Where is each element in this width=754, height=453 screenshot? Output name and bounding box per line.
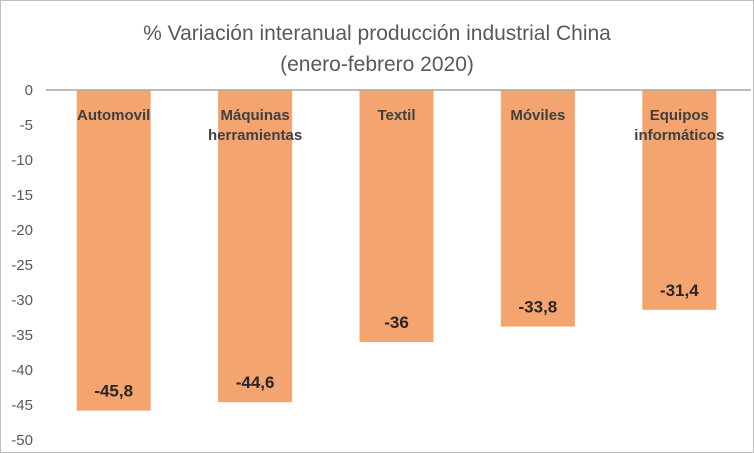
value-label: -44,6 [236,373,275,392]
bar [218,90,293,403]
chart-title: % Variación interanual producción indust… [143,22,611,45]
y-tick-label: -35 [11,327,33,344]
value-label: -33,8 [519,298,558,317]
category-labels: Automovil Máquinas herramientas Textil Móvil… [77,107,724,144]
value-label: -31,4 [660,281,699,300]
y-tick-label: -25 [11,257,33,274]
bar [76,90,151,411]
y-tick-label: -5 [20,117,33,134]
y-axis: 0 -5 -10 -15 -20 -25 -30 -35 -40 -45 -50 [11,82,751,449]
category-label: Equipos informáticos [634,107,724,144]
y-tick-label: -30 [11,292,33,309]
y-tick-label: 0 [25,82,33,99]
value-labels: -45,8 -44,6 -36 -33,8 -31,4 [94,281,699,401]
chart-subtitle: (enero-febrero 2020) [280,53,474,76]
category-label: Máquinas herramientas [208,107,302,144]
bar [359,90,434,342]
value-label: -45,8 [94,382,133,401]
category-label: Automovil [77,107,150,124]
category-label: Móviles [510,107,565,124]
y-tick-label: -45 [11,397,33,414]
y-tick-label: -10 [11,152,33,169]
bar [500,90,575,327]
y-tick-label: -15 [11,187,33,204]
bar [642,90,717,310]
value-label: -36 [384,313,409,332]
y-tick-label: -50 [11,432,33,449]
bars-layer [76,90,717,411]
y-tick-label: -40 [11,362,33,379]
category-label: Textil [377,107,415,124]
y-tick-label: -20 [11,222,33,239]
